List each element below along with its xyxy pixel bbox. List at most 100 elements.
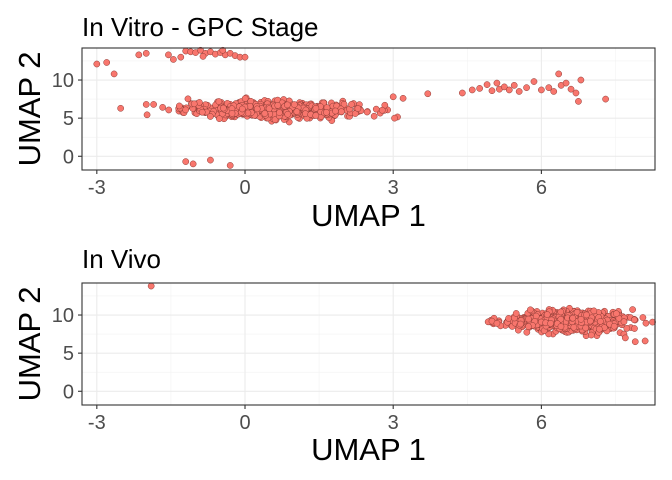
x-axis-title: UMAP 1 [311,432,426,467]
data-point [620,318,628,326]
data-point [135,51,143,59]
data-point [165,106,173,114]
data-point [488,87,496,95]
data-point [622,334,629,342]
data-point [557,315,565,323]
x-tick-label: -3 [88,177,106,199]
data-point [110,70,118,78]
data-point [623,325,631,332]
data-point [265,105,273,113]
y-axis-title: UMAP 2 [12,52,47,167]
data-point [291,101,298,108]
data-point [530,78,538,85]
data-point [631,338,639,346]
data-point [550,88,558,95]
data-point [284,101,291,109]
data-point [505,86,513,94]
data-point [493,320,501,327]
data-point [165,51,172,59]
data-point [312,112,320,119]
data-point [190,100,198,108]
data-point [323,109,330,116]
points [93,46,609,169]
data-point [175,102,183,110]
data-point [572,89,580,97]
data-point [597,318,604,325]
x-axis-title: UMAP 1 [311,198,426,233]
data-point [271,116,279,124]
data-point [583,311,590,319]
data-point [545,84,553,92]
data-point [569,314,577,322]
x-tick-label: 3 [388,177,399,199]
data-point [391,114,398,122]
data-point [399,94,407,102]
data-point [182,106,189,114]
data-point [547,320,554,327]
panel-border [81,282,656,406]
x-tick-label: 6 [536,412,547,434]
x-tick-label: 3 [388,412,399,434]
data-point [590,307,598,315]
data-point [630,316,638,324]
data-point [588,331,595,339]
data-point [238,105,246,113]
data-point [378,106,386,114]
data-point [338,108,345,116]
y-axis-title: UMAP 2 [12,287,47,402]
data-point [575,98,582,105]
data-point [500,83,508,91]
y-tick-label: 10 [52,70,74,92]
data-point [197,46,204,54]
panel-title: In Vitro - GPC Stage [82,12,319,42]
data-point [515,88,523,95]
data-point [525,323,532,330]
data-point [641,337,649,345]
data-point [555,70,563,78]
data-point [241,95,249,102]
data-point [649,318,656,326]
x-tick-label: 6 [536,177,547,199]
data-point [159,104,166,111]
data-point [142,49,150,57]
data-point [354,105,362,112]
data-point [142,101,150,108]
data-point [150,101,157,108]
data-point [170,56,177,63]
data-point [198,108,206,116]
data-point [363,108,371,116]
data-point [228,110,236,117]
data-point [631,325,638,332]
data-point [143,111,151,119]
data-point [543,311,551,318]
data-point [182,158,190,165]
x-tick-label: 0 [239,412,250,434]
data-point [557,308,565,316]
data-point [220,104,227,112]
data-point [512,310,520,317]
data-point [226,162,234,169]
panel-title: In Vivo [82,244,161,274]
data-point [276,109,283,117]
data-point [274,102,282,109]
data-point [476,85,483,92]
data-point [117,104,125,112]
data-point [147,282,155,290]
data-point [525,315,532,323]
data-point [582,324,589,332]
data-point [596,325,603,333]
grid [82,283,655,405]
data-point [370,112,378,120]
data-point [424,90,432,98]
data-point [348,101,355,108]
data-point [284,110,292,118]
data-point [312,104,320,112]
data-point [468,86,476,94]
panel-border [81,47,656,171]
data-point [610,322,618,330]
data-point [184,95,192,103]
data-point [206,113,214,120]
data-point [586,317,594,325]
data-point [538,86,545,94]
data-point [602,95,609,103]
